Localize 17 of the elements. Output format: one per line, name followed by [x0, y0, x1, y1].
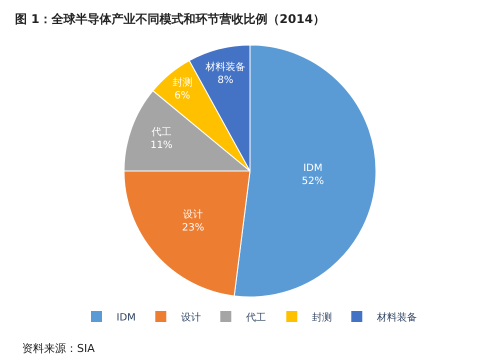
text: 资料来源：SIA	[22, 342, 96, 355]
legend-label: 材料装备	[376, 311, 417, 324]
data-label: 11%	[150, 140, 173, 152]
legend-label: 代工	[244, 312, 266, 324]
data-label: 8%	[217, 74, 234, 86]
legend-label: 设计	[180, 311, 201, 324]
data-label: 23%	[182, 222, 204, 234]
chart-title: 图 1：全球半导体产业不同模式和环节营收比例（2014）	[15, 12, 325, 26]
legend-label: IDM	[116, 312, 136, 324]
slice-label: 材料装备	[204, 60, 246, 73]
slice-label: 封测	[172, 76, 192, 89]
legend-label: 封测	[312, 311, 332, 324]
slice-label: 设计	[183, 208, 204, 221]
data-label: 6%	[174, 90, 190, 102]
slice-label: 代工	[150, 127, 172, 138]
data-label: 52%	[302, 176, 324, 187]
slice-label: IDM	[303, 162, 323, 174]
